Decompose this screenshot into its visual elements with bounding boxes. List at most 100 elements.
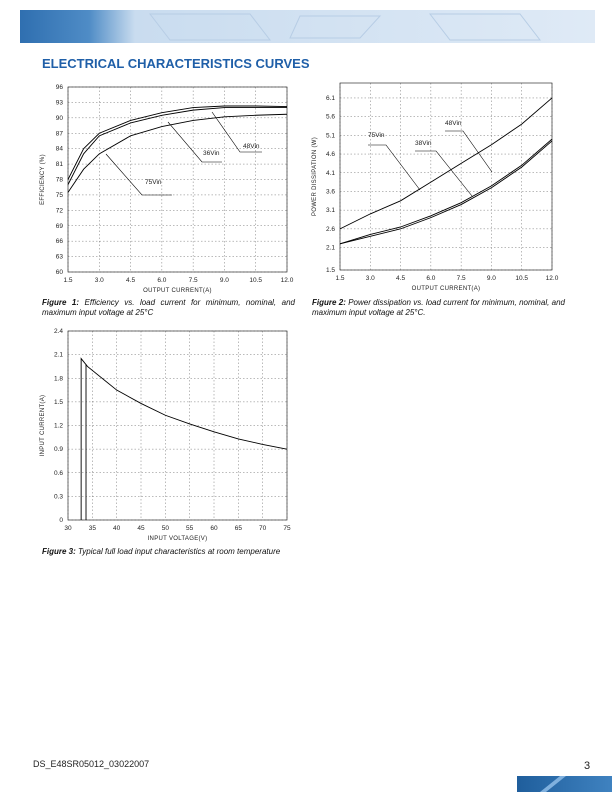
y-tick-label: 4.6	[326, 151, 335, 158]
annotation-leader	[105, 153, 172, 196]
series-label: 48Vin	[445, 120, 462, 127]
caption-text: Typical full load input characteristics …	[78, 547, 281, 556]
y-tick-label: 60	[56, 269, 64, 276]
y-tick-label: 63	[56, 254, 64, 261]
series-label: 75Vin	[368, 132, 385, 139]
x-tick-label: 7.5	[189, 277, 198, 284]
x-tick-label: 50	[162, 525, 170, 532]
y-tick-label: 90	[56, 115, 64, 122]
y-tick-label: 69	[56, 223, 64, 230]
x-tick-label: 45	[137, 525, 145, 532]
caption-text: Efficiency vs. load current for minimum,…	[42, 298, 295, 317]
x-axis-label: INPUT VOLTAGE(V)	[148, 536, 208, 542]
series-label: 48Vin	[243, 143, 260, 150]
series-line	[80, 357, 288, 520]
x-tick-label: 65	[235, 525, 243, 532]
y-tick-label: 5.6	[326, 114, 335, 121]
x-tick-label: 60	[210, 525, 218, 532]
y-axis-label: EFFICIENCY (%)	[40, 154, 46, 205]
footer-band	[517, 776, 612, 792]
y-tick-label: 1.2	[54, 423, 63, 430]
x-tick-label: 12.0	[281, 277, 294, 284]
y-tick-label: 84	[56, 146, 64, 153]
y-tick-label: 0.3	[54, 493, 63, 500]
plot-frame	[339, 82, 553, 271]
y-tick-label: 2.1	[54, 352, 63, 359]
x-tick-label: 4.5	[396, 275, 405, 282]
plot-frame	[67, 330, 288, 521]
y-tick-label: 0.9	[54, 446, 63, 453]
y-tick-label: 66	[56, 238, 64, 245]
x-tick-label: 7.5	[457, 275, 466, 282]
y-tick-label: 3.6	[326, 188, 335, 195]
footer-doc-id: DS_E48SR05012_03022007	[33, 759, 149, 769]
y-tick-label: 2.4	[54, 328, 63, 335]
y-tick-label: 0.6	[54, 470, 63, 477]
y-tick-label: 2.1	[326, 245, 335, 252]
y-tick-label: 81	[56, 161, 64, 168]
series-line	[339, 140, 553, 245]
caption: Figure 3: Typical full load input charac…	[42, 547, 295, 557]
annotation-leader	[368, 144, 421, 191]
y-axis-label: POWER DISSIPATION (W)	[312, 137, 318, 216]
y-tick-label: 3.1	[326, 207, 335, 214]
y-tick-label: 96	[56, 84, 64, 91]
y-tick-label: 93	[56, 99, 64, 106]
y-tick-label: 2.6	[326, 226, 335, 233]
x-axis-label: OUTPUT CURRENT(A)	[143, 288, 212, 294]
x-tick-label: 3.0	[366, 275, 375, 282]
x-tick-label: 70	[259, 525, 267, 532]
y-tick-label: 1.5	[54, 399, 63, 406]
y-tick-label: 4.1	[326, 170, 335, 177]
series-label: 36Vin	[203, 150, 220, 157]
caption: Figure 1: Efficiency vs. load current fo…	[42, 298, 295, 318]
page-title: ELECTRICAL CHARACTERISTICS CURVES	[42, 56, 310, 71]
x-tick-label: 6.0	[157, 277, 166, 284]
header-decoration	[148, 13, 542, 41]
x-tick-label: 55	[186, 525, 194, 532]
caption-label: Figure 3:	[42, 547, 76, 556]
x-tick-label: 30	[64, 525, 72, 532]
series-line	[339, 97, 553, 230]
annotation-leader	[211, 111, 262, 153]
y-tick-label: 75	[56, 192, 64, 199]
y-tick-label: 78	[56, 177, 64, 184]
annotation-leader	[445, 130, 493, 173]
series-line	[67, 105, 288, 180]
y-tick-label: 6.1	[326, 95, 335, 102]
series-line	[339, 138, 553, 245]
series-line	[67, 107, 287, 185]
x-tick-label: 9.0	[220, 277, 229, 284]
x-tick-label: 3.0	[95, 277, 104, 284]
y-tick-label: 87	[56, 130, 64, 137]
series-line	[67, 113, 288, 193]
series-label: 75Vin	[145, 179, 162, 186]
series-label: 38Vin	[415, 140, 432, 147]
x-tick-label: 6.0	[426, 275, 435, 282]
y-axis-label: INPUT CURRENT(A)	[40, 395, 46, 457]
x-tick-label: 1.5	[63, 277, 72, 284]
footer-decoration	[540, 776, 566, 792]
x-tick-label: 40	[113, 525, 121, 532]
x-tick-label: 10.5	[515, 275, 528, 282]
page-number: 3	[584, 760, 590, 772]
x-tick-label: 75	[283, 525, 291, 532]
x-axis-label: OUTPUT CURRENT(A)	[412, 286, 481, 292]
y-tick-label: 72	[56, 207, 64, 214]
x-tick-label: 9.0	[487, 275, 496, 282]
caption: Figure 2: Power dissipation vs. load cur…	[312, 298, 565, 318]
y-tick-label: 1.5	[326, 267, 335, 274]
x-tick-label: 35	[89, 525, 97, 532]
x-tick-label: 1.5	[335, 275, 344, 282]
x-tick-label: 12.0	[546, 275, 559, 282]
annotation-leader	[167, 121, 222, 163]
caption-label: Figure 1:	[42, 298, 80, 307]
x-tick-label: 10.5	[249, 277, 262, 284]
caption-label: Figure 2:	[312, 298, 346, 307]
y-tick-label: 0	[59, 517, 63, 524]
y-tick-label: 5.1	[326, 132, 335, 139]
annotation-leader	[415, 150, 473, 197]
x-tick-label: 4.5	[126, 277, 135, 284]
